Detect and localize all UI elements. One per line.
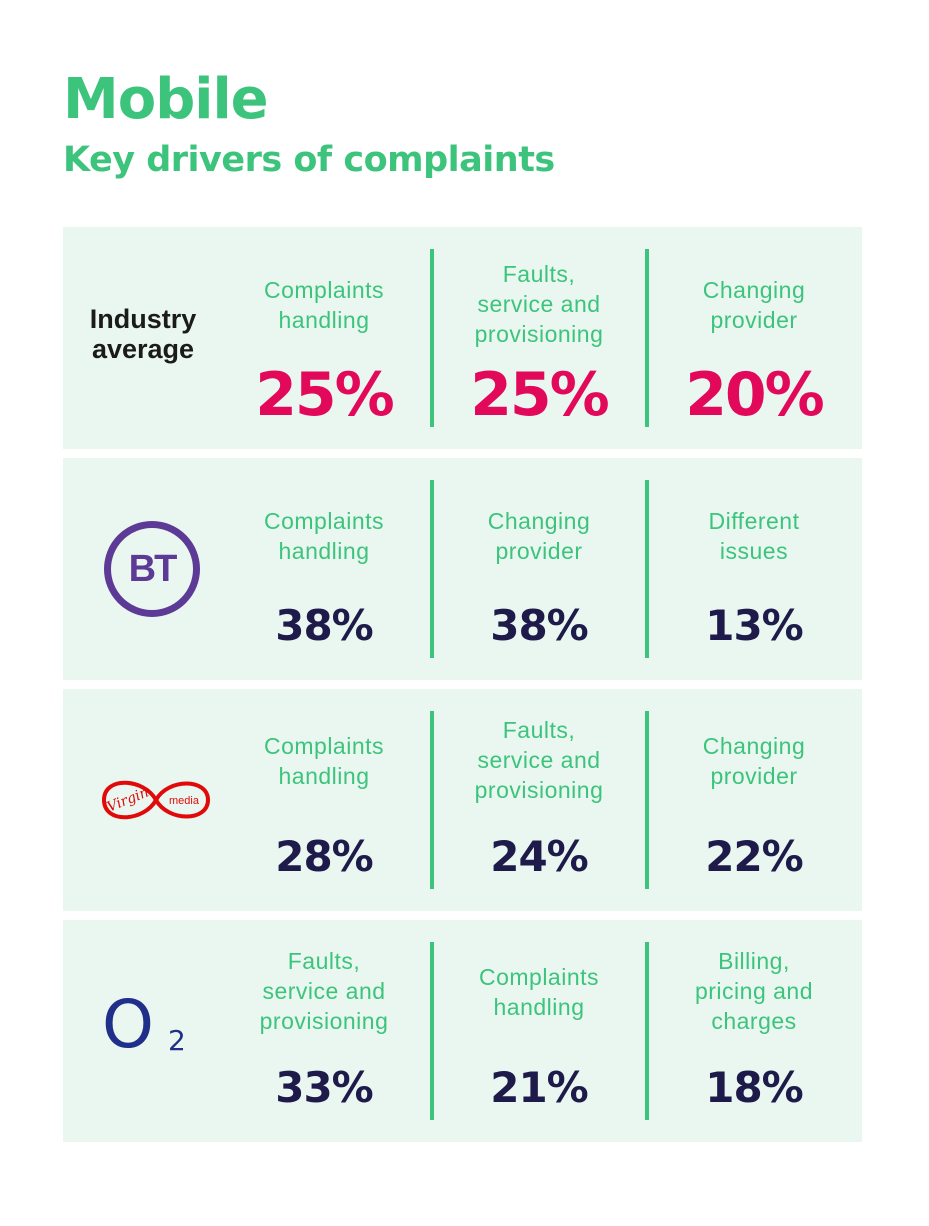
driver-percentage: 38% xyxy=(275,601,374,650)
driver-percentage: 28% xyxy=(275,832,374,881)
driver-cell: Faults, service and provisioning 33% xyxy=(217,920,431,1142)
driver-cell: Faults, service and provisioning 25% xyxy=(432,227,646,449)
column-divider xyxy=(645,942,649,1120)
driver-percentage: 24% xyxy=(490,832,589,881)
driver-cell: Different issues 13% xyxy=(647,458,861,680)
driver-cell: Complaints handling 38% xyxy=(217,458,431,680)
driver-cell: Faults, service and provisioning 24% xyxy=(432,689,646,911)
driver-label: Complaints handling xyxy=(263,508,385,564)
o2-logo: O 2 xyxy=(102,986,202,1071)
driver-label: Faults, service and provisioning xyxy=(259,948,389,1034)
virgin-media-logo: Virgin media xyxy=(98,770,214,830)
driver-label: Complaints handling xyxy=(263,733,385,789)
column-divider xyxy=(645,711,649,889)
driver-percentage: 25% xyxy=(470,360,610,430)
driver-percentage: 21% xyxy=(490,1063,589,1112)
driver-label: Changing provider xyxy=(702,277,806,333)
driver-label: Changing provider xyxy=(487,508,591,564)
column-divider xyxy=(430,942,434,1120)
driver-cell: Changing provider 22% xyxy=(647,689,861,911)
driver-percentage: 20% xyxy=(685,360,825,430)
driver-cell: Complaints handling 21% xyxy=(432,920,646,1142)
driver-label: Different issues xyxy=(708,508,800,564)
column-divider xyxy=(430,711,434,889)
media-wordmark: media xyxy=(169,795,200,807)
column-divider xyxy=(430,480,434,658)
bt-logo: BT xyxy=(104,521,200,617)
driver-percentage: 38% xyxy=(490,601,589,650)
driver-label: Complaints handling xyxy=(263,277,385,333)
driver-percentage: 18% xyxy=(705,1063,804,1112)
o2-logo-subscript: 2 xyxy=(168,1024,186,1057)
driver-percentage: 33% xyxy=(275,1063,374,1112)
driver-label: Faults, service and provisioning xyxy=(474,717,604,803)
industry-average-panel: Industry average Complaints handling 25%… xyxy=(63,227,862,449)
column-divider xyxy=(645,480,649,658)
page-subtitle: Key drivers of complaints xyxy=(63,140,555,180)
driver-percentage: 22% xyxy=(705,832,804,881)
driver-cell: Changing provider 38% xyxy=(432,458,646,680)
driver-percentage: 25% xyxy=(255,360,395,430)
driver-label: Faults, service and provisioning xyxy=(474,261,604,347)
driver-label: Billing, pricing and charges xyxy=(694,948,814,1034)
driver-label: Changing provider xyxy=(702,733,806,789)
o2-logo-letter: O xyxy=(102,986,154,1063)
driver-cell: Complaints handling 25% xyxy=(217,227,431,449)
driver-label: Complaints handling xyxy=(478,964,600,1020)
page-title: Mobile xyxy=(63,67,269,132)
column-divider xyxy=(430,249,434,427)
driver-cell: Changing provider 20% xyxy=(647,227,861,449)
industry-average-label: Industry average xyxy=(89,304,197,364)
driver-cell: Billing, pricing and charges 18% xyxy=(647,920,861,1142)
driver-cell: Complaints handling 28% xyxy=(217,689,431,911)
column-divider xyxy=(645,249,649,427)
bt-panel: BT Complaints handling 38% Changing prov… xyxy=(63,458,862,680)
driver-percentage: 13% xyxy=(705,601,804,650)
o2-panel: O 2 Faults, service and provisioning 33%… xyxy=(63,920,862,1142)
virgin-media-panel: Virgin media Complaints handling 28% Fau… xyxy=(63,689,862,911)
